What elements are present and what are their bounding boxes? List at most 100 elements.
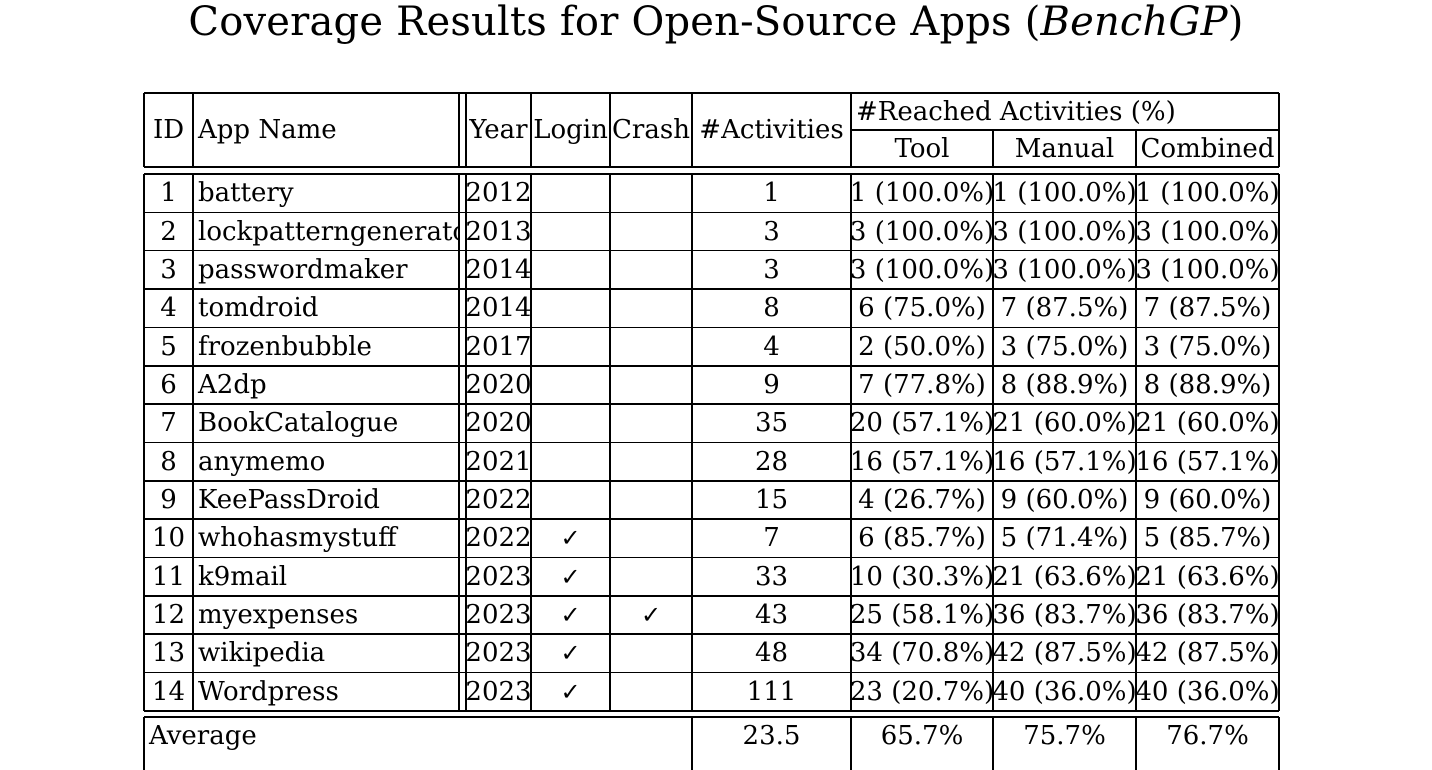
table-rule-vertical bbox=[691, 174, 693, 711]
row-separator bbox=[144, 633, 1279, 635]
cell-year: 2020 bbox=[466, 408, 531, 439]
row-separator bbox=[144, 518, 1279, 520]
cell-activities: 7 bbox=[763, 523, 780, 554]
cell-combined: 21 (63.6%) bbox=[1136, 561, 1279, 592]
cell-app-name: passwordmaker bbox=[198, 254, 408, 285]
row-separator bbox=[144, 326, 1279, 329]
cell-tool: 10 (30.3%) bbox=[851, 561, 993, 592]
cell-year: 2021 bbox=[466, 446, 531, 477]
cell-manual: 9 (60.0%) bbox=[1000, 484, 1129, 515]
cell-id: 13 bbox=[151, 638, 186, 669]
table-rule-vertical bbox=[458, 174, 460, 711]
cell-id: 1 bbox=[160, 178, 177, 209]
body-bottom-rule bbox=[144, 710, 1279, 712]
cell-id: 7 bbox=[160, 408, 177, 439]
cell-app-name: anymemo bbox=[198, 446, 326, 477]
table-rule-vertical bbox=[992, 717, 994, 770]
cell-id: 9 bbox=[160, 484, 177, 515]
cell-activities: 3 bbox=[763, 216, 780, 247]
table-rule-vertical bbox=[850, 93, 852, 167]
cell-app-name: battery bbox=[198, 178, 294, 209]
cell-combined: 7 (87.5%) bbox=[1143, 293, 1272, 324]
row-separator bbox=[144, 288, 1279, 290]
header-id: ID bbox=[152, 115, 185, 145]
cell-year: 2014 bbox=[466, 293, 531, 324]
cell-id: 11 bbox=[151, 561, 186, 592]
cell-combined: 5 (85.7%) bbox=[1143, 523, 1272, 554]
table-rule-vertical bbox=[143, 717, 145, 770]
cell-tool: 7 (77.8%) bbox=[858, 369, 986, 400]
title-close: ) bbox=[1227, 0, 1244, 45]
table-rule-vertical bbox=[1135, 174, 1137, 711]
average-manual: 75.7% bbox=[1023, 721, 1106, 751]
cell-year: 2023 bbox=[466, 600, 531, 631]
cell-manual: 1 (100.0%) bbox=[993, 178, 1136, 209]
cell-id: 8 bbox=[160, 446, 177, 477]
cell-app-name: A2dp bbox=[198, 369, 267, 400]
average-top-rule bbox=[144, 716, 1279, 718]
cell-tool: 4 (26.7%) bbox=[858, 484, 986, 515]
row-separator bbox=[144, 365, 1279, 367]
cell-manual: 5 (71.4%) bbox=[1000, 523, 1129, 554]
row-separator bbox=[144, 441, 1279, 444]
cell-id: 2 bbox=[160, 216, 177, 247]
body-top-rule bbox=[144, 173, 1279, 175]
cell-app-name: Wordpress bbox=[198, 676, 339, 707]
cell-combined: 3 (100.0%) bbox=[1136, 254, 1279, 285]
login-check-icon: ✓ bbox=[560, 524, 581, 553]
cell-id: 5 bbox=[160, 331, 177, 362]
table-rule-vertical bbox=[1135, 130, 1137, 167]
cell-combined: 8 (88.9%) bbox=[1143, 369, 1272, 400]
table-rule-vertical bbox=[192, 174, 194, 711]
crash-check-icon: ✓ bbox=[640, 601, 662, 630]
table-title: Coverage Results for Open-Source Apps (B… bbox=[0, 0, 1432, 44]
table-rule-vertical bbox=[609, 174, 611, 711]
cell-combined: 21 (60.0%) bbox=[1136, 408, 1279, 439]
cell-app-name: whohasmystuff bbox=[198, 523, 397, 554]
cell-combined: 1 (100.0%) bbox=[1136, 178, 1279, 209]
cell-activities: 1 bbox=[763, 178, 780, 209]
cell-manual: 7 (87.5%) bbox=[1000, 293, 1129, 324]
table-rule-vertical bbox=[530, 174, 532, 711]
cell-activities: 28 bbox=[754, 446, 789, 477]
table-rule-vertical bbox=[465, 174, 467, 711]
cell-year: 2023 bbox=[466, 561, 531, 592]
cell-app-name: lockpatterngenerator bbox=[198, 216, 459, 247]
cell-manual: 40 (36.0%) bbox=[993, 676, 1136, 707]
row-separator bbox=[144, 671, 1279, 674]
table-rule-vertical bbox=[143, 93, 145, 167]
login-check-icon: ✓ bbox=[560, 677, 581, 706]
table-rule-vertical bbox=[143, 174, 145, 711]
title-main: Coverage Results for Open-Source Apps ( bbox=[188, 0, 1041, 45]
cell-tool: 23 (20.7%) bbox=[851, 676, 993, 707]
average-combined: 76.7% bbox=[1166, 721, 1249, 751]
cell-year: 2022 bbox=[466, 484, 531, 515]
cell-tool: 6 (75.0%) bbox=[858, 293, 986, 324]
table-rule-vertical bbox=[192, 93, 194, 167]
cell-year: 2023 bbox=[466, 676, 531, 707]
cell-combined: 3 (100.0%) bbox=[1136, 216, 1279, 247]
row-separator bbox=[144, 249, 1279, 252]
average-label: Average bbox=[149, 721, 257, 751]
cell-app-name: frozenbubble bbox=[198, 331, 372, 362]
cell-tool: 16 (57.1%) bbox=[851, 446, 993, 477]
cell-id: 10 bbox=[151, 523, 186, 554]
cell-activities: 9 bbox=[763, 369, 780, 400]
cell-app-name: BookCatalogue bbox=[198, 408, 399, 439]
average-activities: 23.5 bbox=[742, 721, 801, 751]
cell-id: 14 bbox=[151, 676, 186, 707]
cell-combined: 42 (87.5%) bbox=[1136, 638, 1279, 669]
table-rule-vertical bbox=[1278, 93, 1280, 167]
title-benchmark: BenchGP bbox=[1040, 0, 1228, 45]
cell-tool: 1 (100.0%) bbox=[851, 178, 993, 209]
cell-year: 2020 bbox=[466, 369, 531, 400]
cell-manual: 21 (63.6%) bbox=[993, 561, 1136, 592]
row-separator bbox=[144, 211, 1279, 214]
cell-year: 2013 bbox=[466, 216, 531, 247]
cell-manual: 8 (88.9%) bbox=[1000, 369, 1129, 400]
table-rule-vertical bbox=[691, 93, 693, 167]
cell-activities: 3 bbox=[763, 254, 780, 285]
header-manual: Manual bbox=[1014, 133, 1115, 164]
table-rule-vertical bbox=[1278, 717, 1280, 770]
header-app-name: App Name bbox=[198, 115, 337, 145]
